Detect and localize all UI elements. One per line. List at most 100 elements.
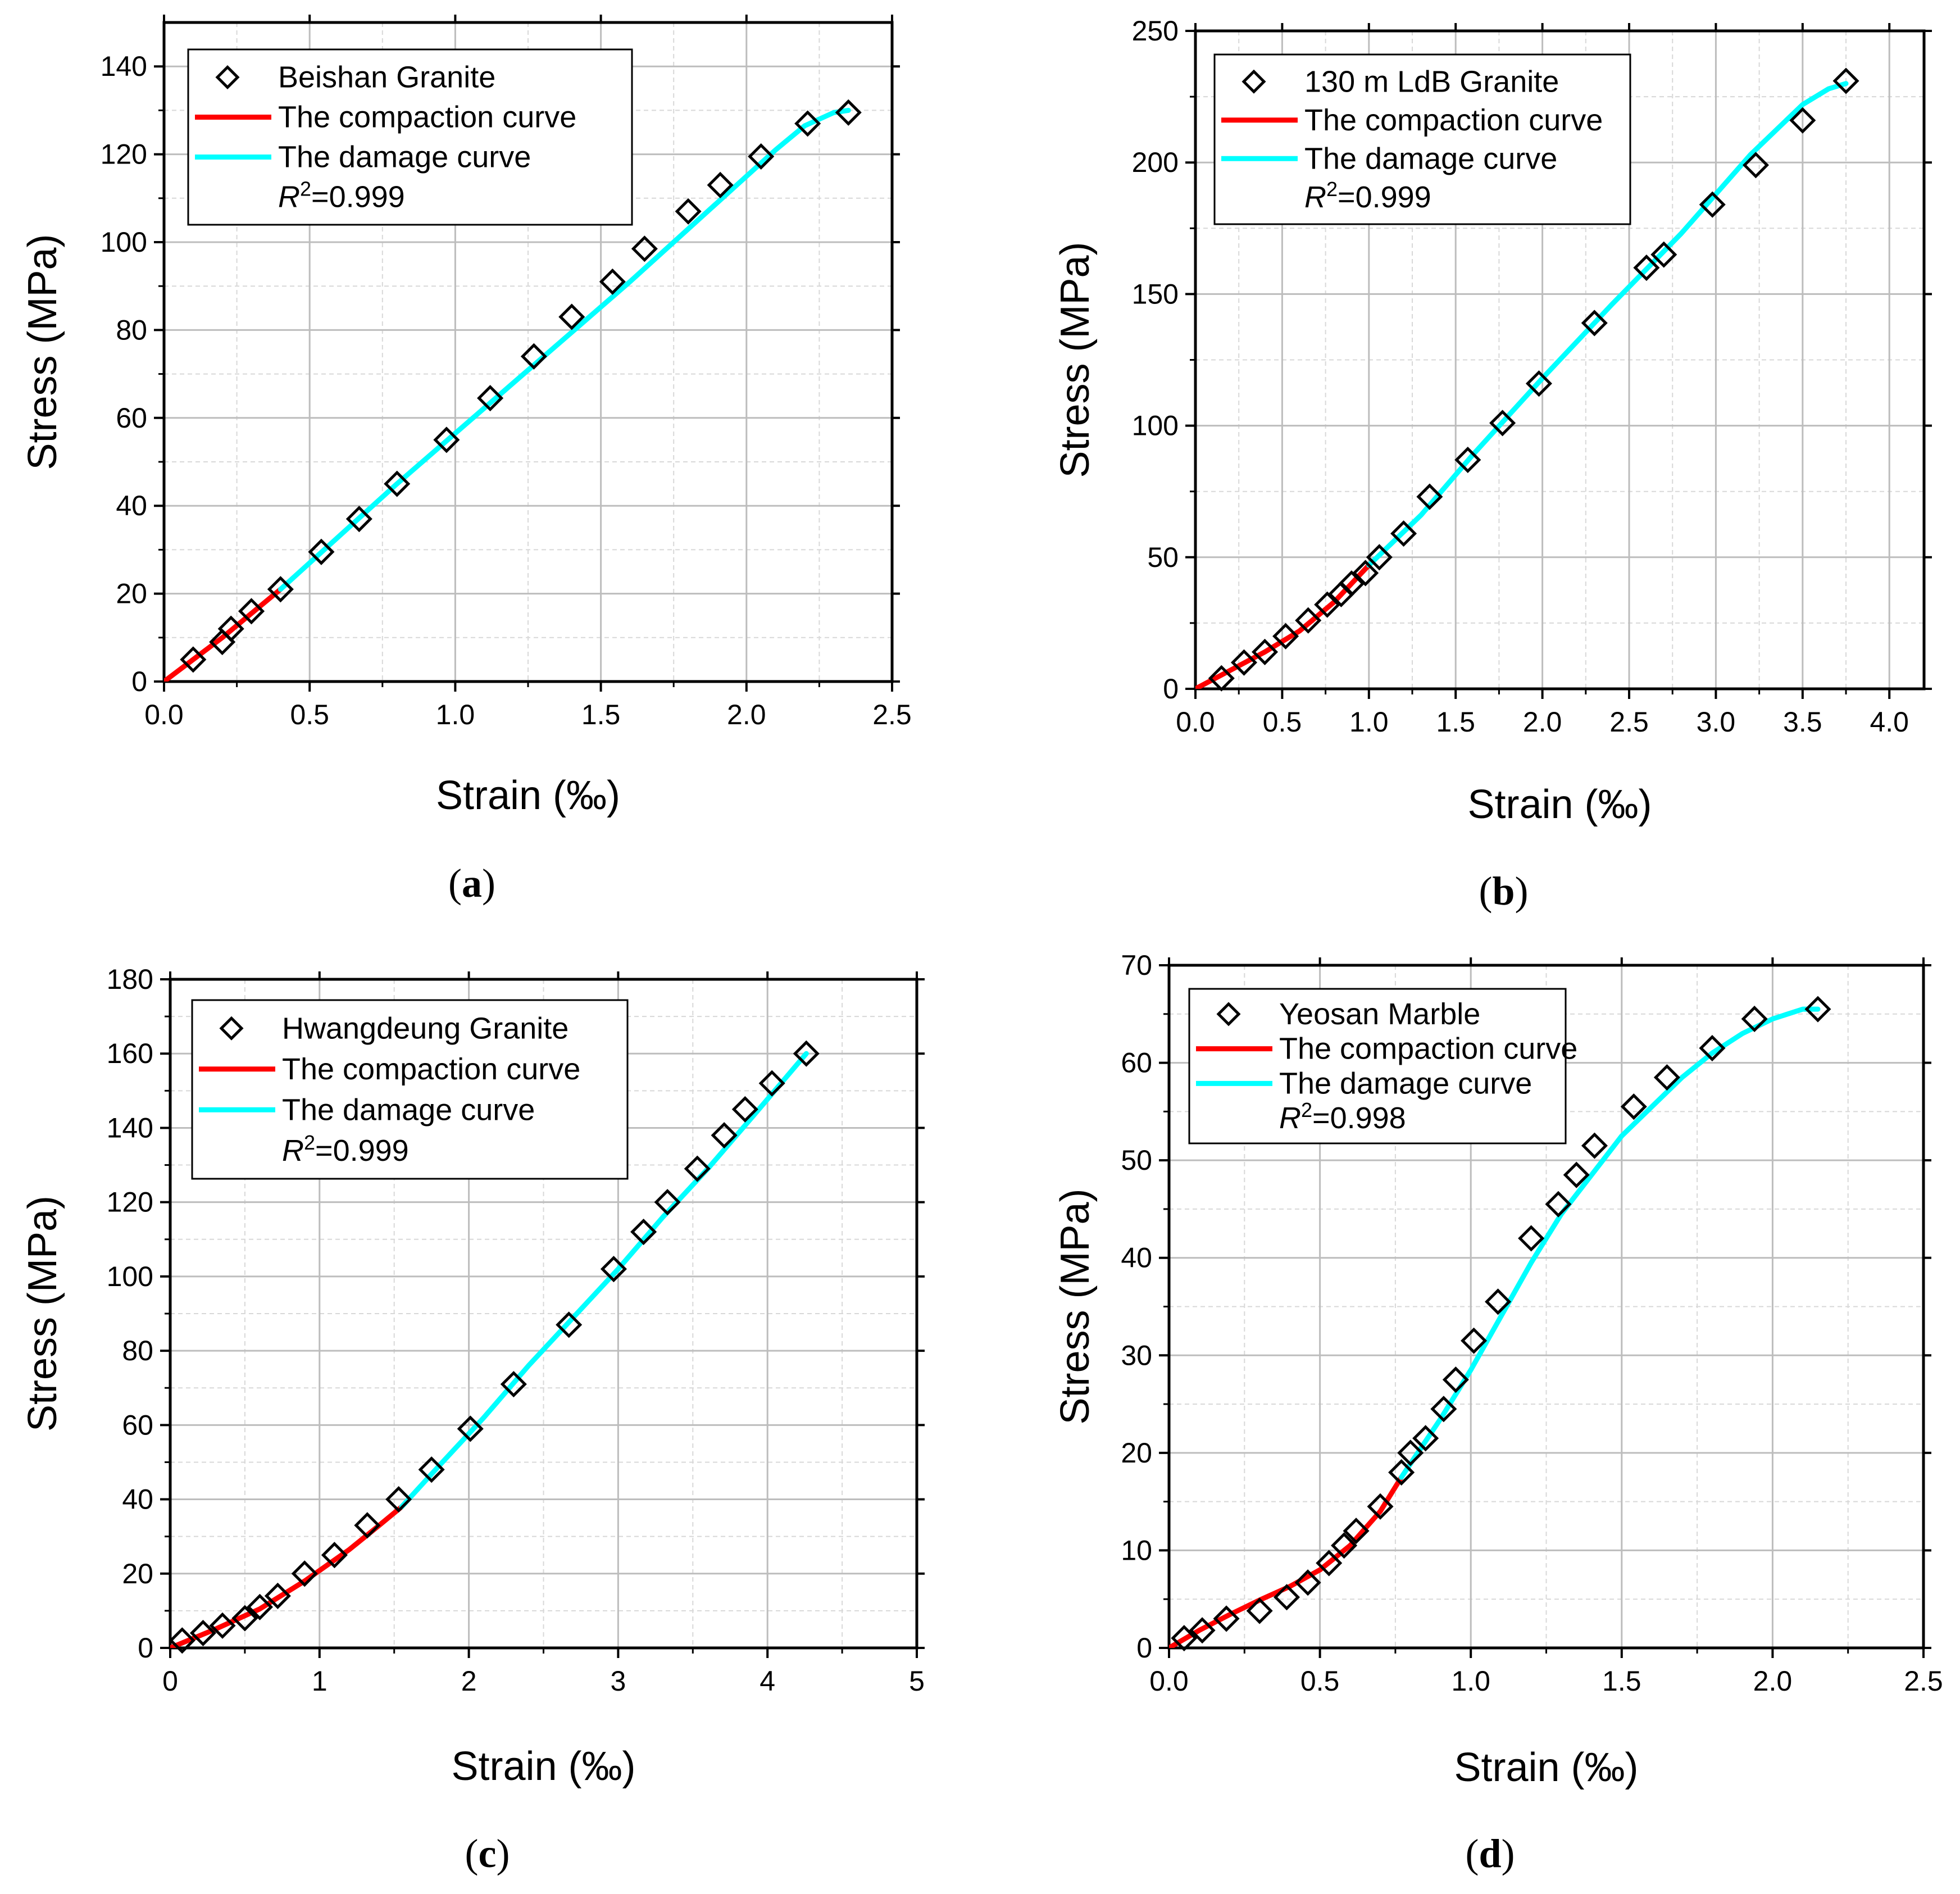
data-point — [1454, 446, 1481, 474]
data-point — [630, 1219, 657, 1246]
y-axis-title: Stress (MPa) — [20, 234, 65, 470]
data-point — [675, 198, 702, 225]
data-point — [500, 1371, 527, 1398]
data-point — [1461, 1327, 1488, 1354]
r2-superscript: 2 — [300, 178, 311, 201]
y-axis-title: Stress (MPa) — [1053, 242, 1098, 478]
data-point — [520, 343, 547, 370]
data-point — [684, 1155, 711, 1182]
data-point — [1208, 665, 1235, 692]
paren: ) — [1515, 869, 1529, 914]
x-tick-label: 3.0 — [1697, 706, 1736, 738]
legend-marker-label: Beishan Granite — [278, 61, 495, 94]
data-point — [1518, 1225, 1545, 1252]
data-point — [477, 385, 504, 412]
data-point — [354, 1512, 381, 1539]
panel-label: (b) — [1479, 869, 1528, 914]
y-tick-label: 200 — [1132, 147, 1179, 178]
data-point — [1390, 520, 1417, 547]
data-point — [1741, 1005, 1768, 1032]
y-tick-label: 50 — [1121, 1144, 1152, 1176]
y-tick-label: 140 — [107, 1112, 153, 1143]
data-point — [1294, 1569, 1321, 1596]
r2-symbol: R — [1304, 180, 1326, 214]
x-tick-label: 1.0 — [1349, 706, 1389, 738]
x-tick-label: 0.5 — [290, 699, 329, 730]
panel-label: (a) — [448, 861, 495, 906]
x-tick-label: 0 — [162, 1665, 178, 1697]
legend-box — [187, 48, 633, 226]
data-point — [291, 1560, 318, 1587]
data-point — [1581, 310, 1608, 337]
data-point — [1388, 1459, 1415, 1486]
data-point — [1581, 1132, 1608, 1159]
panel-letter: b — [1492, 869, 1515, 914]
data-point — [321, 1542, 348, 1569]
data-point — [1331, 1532, 1358, 1559]
legend-marker-label: 130 m LdB Granite — [1304, 65, 1559, 98]
legend-marker-symbol — [215, 65, 240, 90]
y-tick-label: 150 — [1132, 278, 1179, 310]
data-point — [267, 576, 294, 603]
data-point — [654, 1189, 681, 1216]
y-tick-label: 120 — [107, 1187, 153, 1218]
legend: Hwangdeung Granite The compaction curve Th… — [191, 999, 629, 1180]
data-markers — [180, 99, 862, 673]
data-point — [1352, 560, 1379, 587]
panel-label: (c) — [465, 1831, 510, 1876]
y-tick-label: 60 — [1121, 1047, 1152, 1079]
compaction-curve — [164, 587, 283, 682]
paren: ( — [1479, 869, 1492, 914]
data-point — [1251, 638, 1279, 665]
data-point — [711, 1122, 738, 1149]
legend: 130 m LdB Granite The compaction curve The… — [1213, 53, 1631, 225]
grid — [1169, 965, 1923, 1648]
x-tick-label: 1.0 — [436, 699, 475, 730]
data-point — [1367, 1493, 1394, 1520]
data-point — [1620, 1093, 1647, 1120]
data-point — [1545, 1191, 1572, 1218]
data-point — [1230, 649, 1258, 676]
data-point — [1430, 1396, 1457, 1423]
x-tick-label: 2.0 — [727, 699, 766, 730]
x-tick-label: 2.0 — [1523, 706, 1562, 738]
paren: ( — [1465, 1831, 1479, 1876]
data-point — [1804, 996, 1831, 1023]
data-point — [385, 1486, 412, 1513]
x-tick-label: 2 — [461, 1665, 477, 1697]
r2-superscript: 2 — [304, 1131, 315, 1154]
data-point — [1699, 191, 1726, 218]
data-point — [1650, 241, 1677, 268]
x-tick-label: 1.0 — [1451, 1665, 1490, 1697]
y-tick-label: 40 — [116, 490, 147, 521]
x-tick-label: 2.5 — [872, 699, 912, 730]
y-tick-label: 50 — [1147, 542, 1179, 573]
x-axis-title: Strain (‰) — [1467, 782, 1652, 827]
data-markers — [169, 1040, 820, 1654]
y-tick-label: 250 — [1132, 15, 1179, 47]
data-point — [707, 171, 734, 198]
r2-symbol: R — [282, 1134, 304, 1168]
data-point — [1485, 1288, 1512, 1315]
legend-marker-label: Hwangdeung Granite — [282, 1011, 569, 1045]
data-point — [1273, 1584, 1300, 1611]
legend-marker-label: Yeosan Marble — [1279, 997, 1480, 1031]
legend-r2: R2=0.999 — [278, 178, 405, 214]
data-point — [246, 1593, 274, 1620]
x-tick-label: 0.0 — [1176, 706, 1215, 738]
legend-marker-symbol — [1216, 1002, 1241, 1027]
data-point — [835, 99, 862, 126]
x-tick-label: 0.5 — [1263, 706, 1302, 738]
x-tick-label: 3.5 — [1783, 706, 1822, 738]
r2-value: =0.998 — [1312, 1101, 1406, 1135]
x-tick-label: 4 — [760, 1665, 775, 1697]
x-tick-label: 2.0 — [1753, 1665, 1793, 1697]
y-tick-label: 20 — [122, 1558, 153, 1589]
data-point — [1272, 623, 1299, 649]
data-point — [1742, 152, 1769, 179]
x-tick-label: 1.5 — [1602, 1665, 1641, 1697]
y-tick-label: 100 — [107, 1261, 153, 1292]
legend-box — [1188, 988, 1567, 1144]
r2-value: =0.999 — [1338, 180, 1431, 214]
